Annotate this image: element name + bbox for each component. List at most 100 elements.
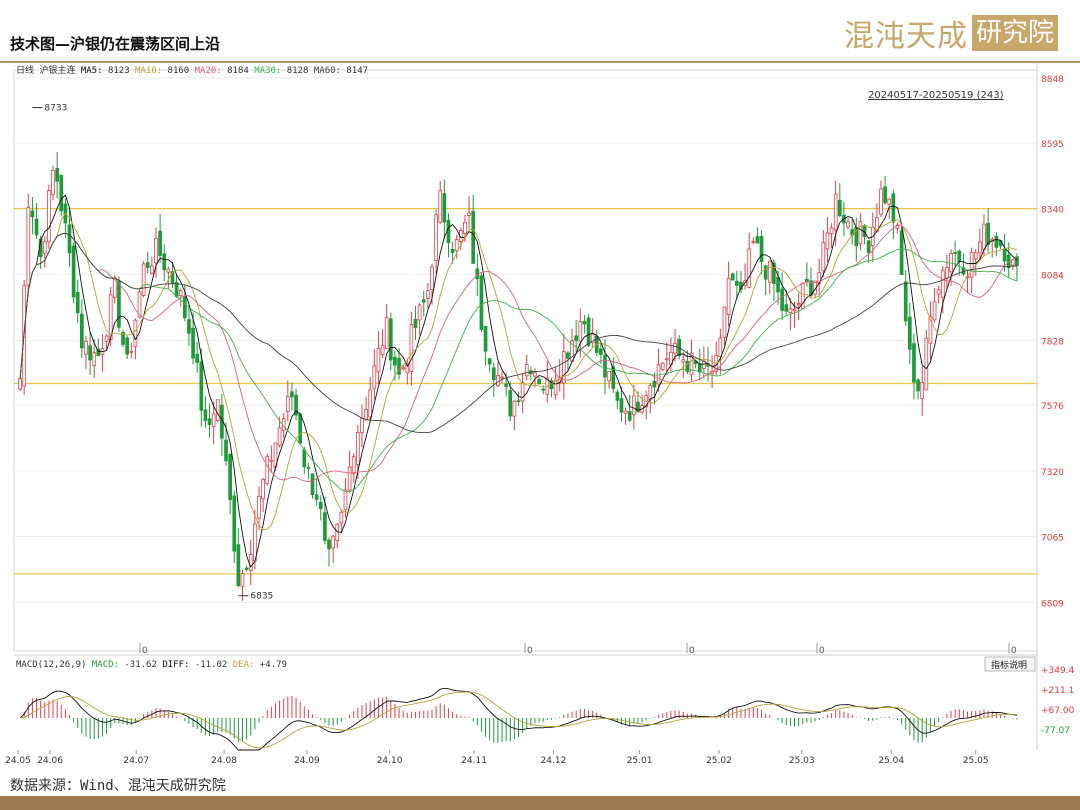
- x-tick-label: 24.09: [294, 756, 320, 766]
- macd-y-tick: +349.4: [1041, 666, 1075, 676]
- candle-body: [866, 240, 871, 253]
- candlestick-chart: 8848 8595 8340 8084 7828 7576 7320 7065 6809 日线 沪…: [5, 63, 1075, 766]
- x-tick-label: 24.12: [541, 756, 567, 766]
- page-title: 技术图—沪银仍在震荡区间上沿: [10, 35, 221, 53]
- candle-body: [907, 316, 912, 350]
- candle-body: [541, 388, 546, 391]
- candle-body: [51, 170, 55, 196]
- candle-body: [879, 188, 883, 215]
- period-label: 日线 沪银主连: [16, 64, 81, 76]
- candle-body: [718, 337, 723, 357]
- candle-body: [586, 317, 591, 346]
- ma-legend-value: 8128: [287, 66, 314, 76]
- candle-body: [47, 190, 51, 243]
- candle-body: [607, 370, 611, 382]
- candle-body: [347, 466, 352, 491]
- candle-body: [458, 230, 463, 242]
- y-tick-label: 7576: [1041, 402, 1064, 412]
- candle-body: [524, 364, 529, 377]
- candle-body: [182, 296, 187, 319]
- candle-body: [940, 270, 945, 298]
- candle-body: [434, 214, 438, 262]
- candle-body: [734, 280, 739, 286]
- candle-body: [726, 277, 731, 315]
- candle-body: [228, 453, 232, 501]
- candle-body: [533, 372, 537, 377]
- candle-body: [763, 265, 768, 280]
- candle-body: [285, 396, 290, 412]
- candle-body: [42, 241, 47, 254]
- candle-body: [903, 281, 908, 322]
- candle-body: [454, 239, 459, 252]
- candle-body: [689, 352, 694, 376]
- ma-legend-name: MA20:: [195, 66, 228, 76]
- candle-body: [520, 382, 525, 402]
- x-tick-label: 24.08: [211, 756, 237, 766]
- candle-body: [623, 410, 628, 414]
- candle-body: [125, 337, 130, 355]
- candle-body: [953, 252, 957, 254]
- candle-body: [561, 351, 566, 384]
- candle-body: [224, 439, 228, 462]
- candle-body: [772, 262, 776, 285]
- candle-body: [603, 354, 607, 378]
- y-tick-label: 8595: [1041, 140, 1064, 150]
- x-tick-label: 24.11: [461, 756, 487, 766]
- candle-body: [195, 353, 200, 363]
- candle-body: [174, 282, 179, 297]
- y-tick-label: 8340: [1041, 206, 1064, 216]
- x-tick-label: 25.02: [706, 756, 732, 766]
- macd-legend-name: DEA:: [233, 660, 260, 670]
- zero-marker: 0: [689, 646, 695, 656]
- candle-body: [310, 473, 315, 495]
- indicator-help-button[interactable]: [984, 656, 1036, 672]
- header-divider: [0, 61, 1080, 63]
- candle-body: [339, 511, 344, 524]
- candle-body: [133, 319, 138, 348]
- candle-body: [636, 401, 640, 413]
- candle-body: [442, 193, 447, 223]
- macd-legend-name: DIFF:: [162, 660, 195, 670]
- candle-body: [969, 252, 974, 278]
- candle-body: [652, 380, 657, 388]
- candle-body: [104, 335, 109, 342]
- candle-body: [463, 221, 467, 234]
- x-tick-label: 25.01: [627, 756, 653, 766]
- y-tick-label: 7320: [1041, 468, 1064, 478]
- candle-body: [376, 347, 381, 373]
- candle-body: [84, 340, 88, 355]
- candle-body: [55, 168, 59, 182]
- candle-body: [483, 326, 488, 352]
- candle-body: [417, 304, 422, 321]
- candle-body: [388, 318, 393, 361]
- candle-body: [108, 294, 113, 340]
- macd-legend: MACD(12,26,9) MACD: -31.62 DIFF: -11.02 …: [16, 660, 287, 670]
- candle-body: [982, 223, 986, 250]
- candle-body: [150, 265, 154, 274]
- candle-body: [356, 432, 360, 465]
- candle-body: [553, 379, 558, 396]
- candle-body: [751, 240, 756, 243]
- candle-body: [891, 193, 896, 223]
- candle-body: [846, 221, 850, 228]
- candle-body: [673, 342, 677, 354]
- candle-body: [578, 321, 583, 342]
- date-range-label: 20240517-20250519 (243): [868, 90, 1004, 101]
- ma30-line: [19, 232, 1018, 493]
- ma-legend-value: 8160: [168, 66, 195, 76]
- macd-legend-value: -31.62: [124, 660, 162, 670]
- candle-body: [932, 301, 937, 321]
- candle-body: [747, 248, 752, 288]
- candle-body: [67, 224, 72, 254]
- candle-body: [883, 186, 887, 204]
- logo-main-text: 混沌天成: [844, 19, 968, 54]
- candle-body: [327, 539, 331, 550]
- candle-body: [512, 400, 517, 417]
- candle-body: [631, 395, 636, 416]
- candle-body: [137, 291, 142, 318]
- candle-body: [187, 319, 191, 334]
- candle-body: [928, 316, 933, 344]
- candle-body: [899, 230, 904, 275]
- candle-body: [438, 190, 443, 223]
- macd-y-tick: +211.1: [1041, 686, 1074, 696]
